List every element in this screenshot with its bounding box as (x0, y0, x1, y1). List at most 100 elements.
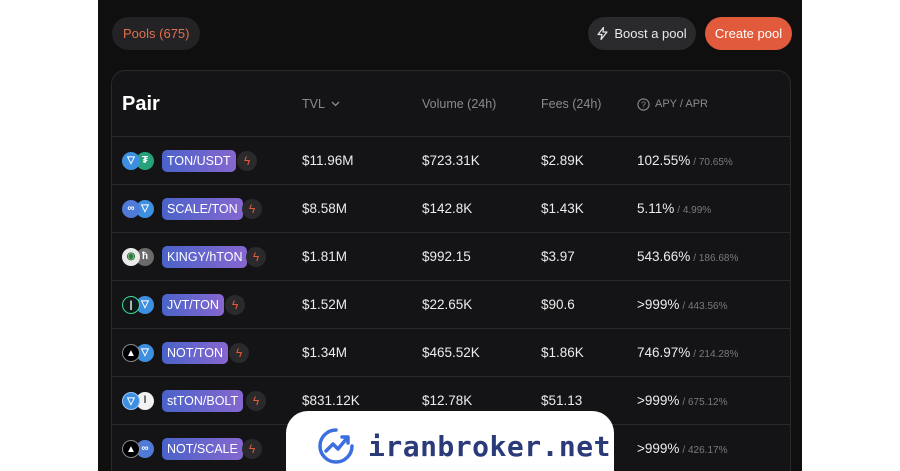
token-pair-icons: ▽ ǀ (122, 392, 158, 410)
ton-token-icon: ▽ (136, 296, 154, 314)
boost-pool-button[interactable]: Boost a pool (588, 17, 696, 50)
apy-value: 5.11%/ 4.99% (637, 185, 711, 233)
apy-value: 102.55%/ 70.65% (637, 137, 733, 185)
fees-value: $90.6 (541, 297, 575, 312)
pair-label[interactable]: NOT/TON (162, 342, 229, 364)
ton-token-icon: ▽ (136, 344, 154, 362)
tvl-value: $8.58M (302, 201, 348, 216)
token-pair-icons: ◉ ħ (122, 248, 158, 266)
tvl-value: $11.96M (302, 153, 354, 168)
pair-label[interactable]: JVT/TON (162, 294, 224, 316)
apy-value: >999%/ 426.17% (637, 425, 727, 471)
boost-lightning-icon[interactable]: ϟ (246, 391, 266, 411)
tvl-value: $1.81M (302, 249, 348, 264)
apy-main: 746.97% (637, 345, 691, 360)
fees-value: $1.43K (541, 201, 584, 216)
boost-lightning-icon[interactable]: ϟ (229, 343, 249, 363)
column-tvl-sort[interactable]: TVL (302, 71, 340, 137)
create-pool-button[interactable]: Create pool (705, 17, 792, 50)
column-tvl-label: TVL (302, 97, 325, 111)
not-token-icon: ▲ (122, 344, 140, 362)
pools-app: Pools (675) Boost a pool Create pool Pai… (98, 0, 802, 471)
fees-value: $3.97 (541, 249, 575, 264)
usdt-token-icon: ₮ (136, 152, 154, 170)
volume-value: $12.78K (422, 393, 473, 408)
token-pair-icons: ▲ ▽ (122, 344, 158, 362)
ton-token-icon: ▽ (136, 200, 154, 218)
lightning-icon (597, 27, 608, 40)
boost-lightning-icon[interactable]: ϟ (242, 439, 262, 459)
chevron-down-icon (331, 101, 340, 107)
table-row[interactable]: ◉ ħ KINGY/hTON ϟ $1.81M $992.15 $3.97 54… (112, 233, 790, 281)
table-row[interactable]: ▲ ▽ NOT/TON ϟ $1.34M $465.52K $1.86K 746… (112, 329, 790, 377)
volume-value: $22.65K (422, 297, 473, 312)
apy-value: 543.66%/ 186.68% (637, 233, 738, 281)
fees-value: $51.13 (541, 393, 583, 408)
boost-lightning-icon[interactable]: ϟ (237, 151, 257, 171)
apy-value: 746.97%/ 214.28% (637, 329, 738, 377)
boost-lightning-icon[interactable]: ϟ (225, 295, 245, 315)
boost-pool-label: Boost a pool (614, 26, 687, 41)
jvt-token-icon: | (122, 296, 140, 314)
stton-token-icon: ▽ (122, 392, 140, 410)
token-pair-icons: | ▽ (122, 296, 158, 314)
scale-token-icon: ∞ (136, 440, 154, 458)
apy-main: >999% (637, 393, 680, 408)
apr-value: / 4.99% (677, 205, 712, 216)
table-row[interactable]: ∞ ▽ SCALE/TON ϟ $8.58M $142.8K $1.43K 5.… (112, 185, 790, 233)
table-row[interactable]: ▽ ₮ TON/USDT ϟ $11.96M $723.31K $2.89K 1… (112, 137, 790, 185)
pools-table: Pair TVL Volume (24h) Fees (24h) ? APY /… (111, 70, 791, 471)
watermark-text: iranbroker.net (368, 429, 612, 463)
tvl-value: $831.12K (302, 393, 360, 408)
apr-value: / 214.28% (693, 349, 739, 360)
table-row[interactable]: ▲ ∞ NOT/SCALE ϟ >999%/ 426.17% (112, 425, 790, 471)
token-pair-icons: ▽ ₮ (122, 152, 158, 170)
svg-text:?: ? (641, 99, 646, 109)
info-icon[interactable]: ? (637, 97, 650, 111)
apy-value: >999%/ 443.56% (637, 281, 727, 329)
not-token-icon: ▲ (122, 440, 140, 458)
column-pair: Pair (122, 93, 160, 115)
hton-token-icon: ħ (136, 248, 154, 266)
tvl-value: $1.52M (302, 297, 348, 312)
boost-lightning-icon[interactable]: ϟ (246, 247, 266, 267)
top-bar: Pools (675) Boost a pool Create pool (98, 0, 802, 68)
apr-value: / 186.68% (693, 253, 739, 264)
table-header: Pair TVL Volume (24h) Fees (24h) ? APY /… (112, 71, 790, 137)
pair-label[interactable]: KINGY/hTON (162, 246, 248, 268)
token-pair-icons: ∞ ▽ (122, 200, 158, 218)
apy-main: 5.11% (637, 201, 675, 216)
column-volume[interactable]: Volume (24h) (422, 97, 497, 111)
volume-value: $723.31K (422, 153, 480, 168)
ton-token-icon: ▽ (122, 152, 140, 170)
tvl-value: $1.34M (302, 345, 348, 360)
pair-label[interactable]: NOT/SCALE (162, 438, 243, 460)
apr-value: / 426.17% (682, 445, 728, 456)
column-fees[interactable]: Fees (24h) (541, 97, 602, 111)
pair-label[interactable]: stTON/BOLT (162, 390, 244, 412)
pools-count-tab[interactable]: Pools (675) (112, 17, 201, 50)
apy-main: 543.66% (637, 249, 691, 264)
apr-value: / 70.65% (693, 157, 733, 168)
token-pair-icons: ▲ ∞ (122, 440, 158, 458)
apy-main: >999% (637, 441, 680, 456)
boost-lightning-icon[interactable]: ϟ (242, 199, 262, 219)
volume-value: $465.52K (422, 345, 480, 360)
apy-value: >999%/ 675.12% (637, 377, 727, 425)
table-row[interactable]: | ▽ JVT/TON ϟ $1.52M $22.65K $90.6 >999%… (112, 281, 790, 329)
fees-value: $1.86K (541, 345, 584, 360)
watermark-banner: iranbroker.net (286, 411, 614, 471)
pair-label[interactable]: TON/USDT (162, 150, 236, 172)
apr-value: / 675.12% (682, 397, 728, 408)
apr-value: / 443.56% (682, 301, 728, 312)
apy-main: >999% (637, 297, 680, 312)
broker-logo-icon (318, 428, 354, 464)
pair-label[interactable]: SCALE/TON (162, 198, 243, 220)
scale-token-icon: ∞ (122, 200, 140, 218)
column-apy[interactable]: ? APY / APR (637, 71, 708, 137)
column-apy-label: APY / APR (655, 98, 708, 110)
volume-value: $142.8K (422, 201, 473, 216)
bolt-token-icon: ǀ (136, 392, 154, 410)
fees-value: $2.89K (541, 153, 584, 168)
kingy-token-icon: ◉ (122, 248, 140, 266)
